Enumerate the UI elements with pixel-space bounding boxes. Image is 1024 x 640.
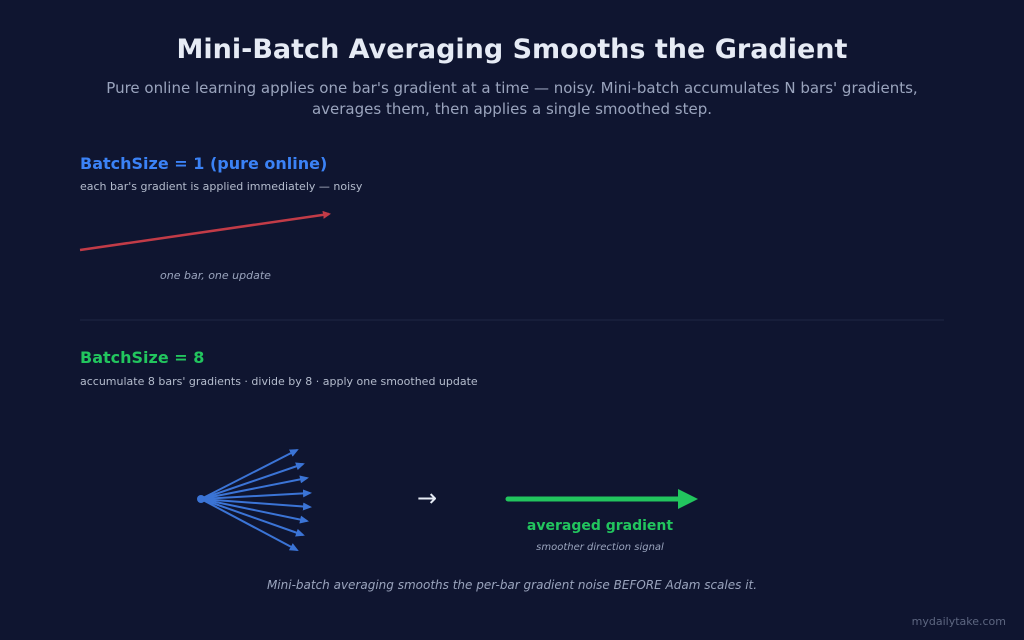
footer-note: Mini-batch averaging smooths the per-bar… — [266, 578, 758, 592]
result-caption: smoother direction signal — [536, 542, 664, 553]
subtitle: Pure online learning applies one bar's g… — [106, 79, 918, 118]
online-arrow — [79, 210, 331, 252]
caption: one bar, one update — [160, 269, 271, 282]
fan-origin — [197, 495, 205, 503]
arrow-symbol: → — [417, 484, 438, 512]
result-label: averaged gradient — [526, 518, 674, 534]
section-heading: BatchSize = 8 — [80, 348, 205, 367]
title: Mini-Batch Averaging Smooths the Gradien… — [176, 34, 848, 65]
gradient-fan — [200, 449, 312, 551]
section-description: accumulate 8 bars' gradients · divide by… — [80, 375, 478, 388]
section-heading: BatchSize = 1 (pure online) — [80, 154, 328, 173]
watermark: mydailytake.com — [911, 615, 1006, 628]
section-description: each bar's gradient is applied immediate… — [80, 180, 363, 193]
